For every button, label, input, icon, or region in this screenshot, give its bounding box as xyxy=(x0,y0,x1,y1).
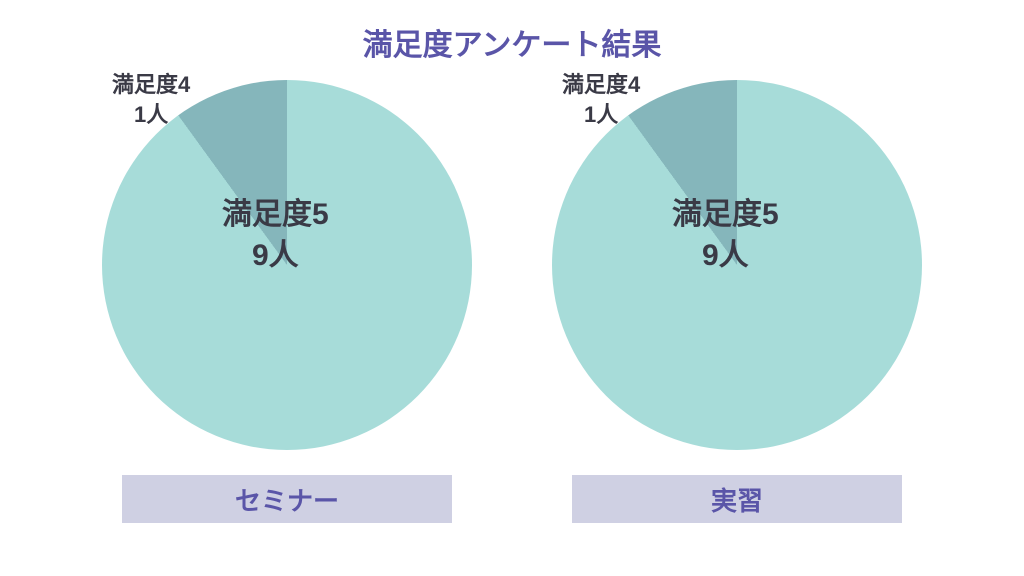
chart-seminar: 満足度4 1人 満足度5 9人 セミナー xyxy=(102,80,472,523)
chart-chip-seminar: セミナー xyxy=(122,475,452,523)
slice-label-minor-seminar: 満足度4 1人 xyxy=(112,70,190,129)
charts-row: 満足度4 1人 満足度5 9人 セミナー 満足度4 1人 満足度5 9人 実習 xyxy=(0,80,1024,523)
slice-label-minor-jisshu: 満足度4 1人 xyxy=(562,70,640,129)
chart-chip-jisshu: 実習 xyxy=(572,475,902,523)
page-title: 満足度アンケート結果 xyxy=(0,20,1024,64)
chart-jisshu: 満足度4 1人 満足度5 9人 実習 xyxy=(552,80,922,523)
slice-label-major-jisshu: 満足度5 9人 xyxy=(672,195,779,276)
pie-wrap-seminar: 満足度4 1人 満足度5 9人 xyxy=(102,80,472,450)
pie-wrap-jisshu: 満足度4 1人 満足度5 9人 xyxy=(552,80,922,450)
slice-label-major-seminar: 満足度5 9人 xyxy=(222,195,329,276)
